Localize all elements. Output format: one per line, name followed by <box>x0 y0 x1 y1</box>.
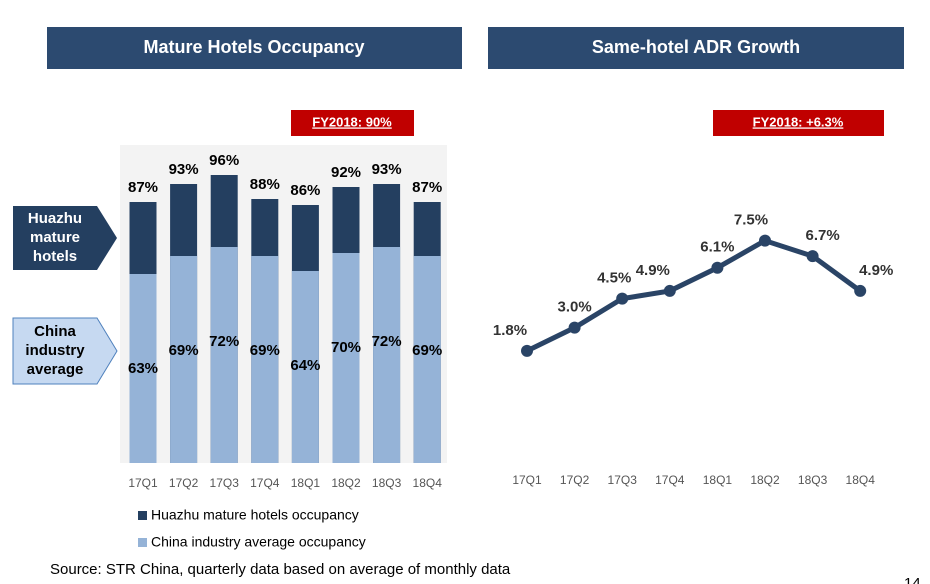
bar <box>251 256 279 463</box>
point <box>759 234 771 247</box>
callout-label: China industry average <box>25 323 85 378</box>
x-tick-label: 17Q1 <box>512 473 542 487</box>
bar <box>373 247 401 463</box>
page-number: 14 <box>904 575 921 584</box>
x-tick-label: 17Q2 <box>169 476 199 490</box>
x-tick-label: 17Q1 <box>128 476 158 490</box>
callout-label: Huazhu mature hotels <box>27 210 83 265</box>
data-label: 4.5% <box>597 270 631 287</box>
legend-label: Huazhu mature hotels occupancy <box>151 507 359 523</box>
x-tick-label: 18Q2 <box>331 476 361 490</box>
point <box>568 321 581 334</box>
data-label: 1.8% <box>493 322 527 339</box>
x-tick-label: 18Q1 <box>703 473 733 487</box>
data-label: 93% <box>169 161 199 178</box>
callout-arrow <box>12 317 118 385</box>
data-label: 69% <box>169 342 199 359</box>
data-label: 63% <box>128 360 158 377</box>
x-tick-label: 18Q2 <box>750 473 780 487</box>
legend-swatch <box>138 538 147 547</box>
data-label: 86% <box>290 182 320 199</box>
bar <box>413 256 441 463</box>
point <box>521 344 533 357</box>
data-label: 6.7% <box>805 227 839 244</box>
callout-arrow <box>13 206 117 270</box>
bar <box>210 247 238 463</box>
data-label: 93% <box>372 161 402 178</box>
data-label: 69% <box>250 342 280 359</box>
annotation: FY2018: +6.3% <box>753 114 844 129</box>
data-label: 88% <box>250 176 280 193</box>
x-tick-label: 18Q3 <box>372 476 402 490</box>
x-tick-label: 18Q4 <box>846 473 876 487</box>
data-label: 64% <box>290 357 320 374</box>
x-tick-label: 17Q4 <box>250 476 280 490</box>
data-label: 72% <box>209 333 239 350</box>
point <box>806 250 819 263</box>
point <box>663 284 676 297</box>
data-label: 96% <box>209 152 239 169</box>
data-label: 70% <box>331 339 361 356</box>
bar <box>332 253 360 463</box>
point <box>711 261 724 274</box>
line <box>525 237 862 354</box>
title-box <box>47 27 462 69</box>
x-tick-label: 18Q3 <box>798 473 828 487</box>
data-label: 92% <box>331 164 361 181</box>
bar <box>291 271 319 463</box>
data-label: 7.5% <box>734 212 768 229</box>
annotation: FY2018: 90% <box>312 114 392 129</box>
data-label: 3.0% <box>557 299 591 316</box>
x-tick-label: 17Q4 <box>655 473 685 487</box>
x-tick-label: 18Q4 <box>413 476 443 490</box>
point <box>854 284 867 297</box>
bar <box>170 256 198 463</box>
bar <box>129 274 157 463</box>
x-tick-label: 17Q2 <box>560 473 590 487</box>
chart-title: Same-hotel ADR Growth <box>592 37 800 57</box>
annotation-box <box>291 110 414 136</box>
chart-title: Mature Hotels Occupancy <box>143 37 364 57</box>
data-label: 87% <box>128 179 158 196</box>
annotation-box <box>713 110 884 136</box>
data-label: 87% <box>412 179 442 196</box>
point <box>616 292 629 305</box>
x-tick-label: 17Q3 <box>210 476 240 490</box>
data-label: 6.1% <box>700 239 734 256</box>
title-box <box>488 27 904 69</box>
x-tick-label: 18Q1 <box>291 476 321 490</box>
legend-label: China industry average occupancy <box>151 534 366 550</box>
x-tick-label: 17Q3 <box>608 473 638 487</box>
source: Source: STR China, quarterly data based … <box>50 561 511 578</box>
data-label: 4.9% <box>859 262 893 279</box>
legend-swatch <box>138 511 147 520</box>
data-label: 72% <box>372 333 402 350</box>
data-label: 4.9% <box>636 262 670 279</box>
data-label: 69% <box>412 342 442 359</box>
